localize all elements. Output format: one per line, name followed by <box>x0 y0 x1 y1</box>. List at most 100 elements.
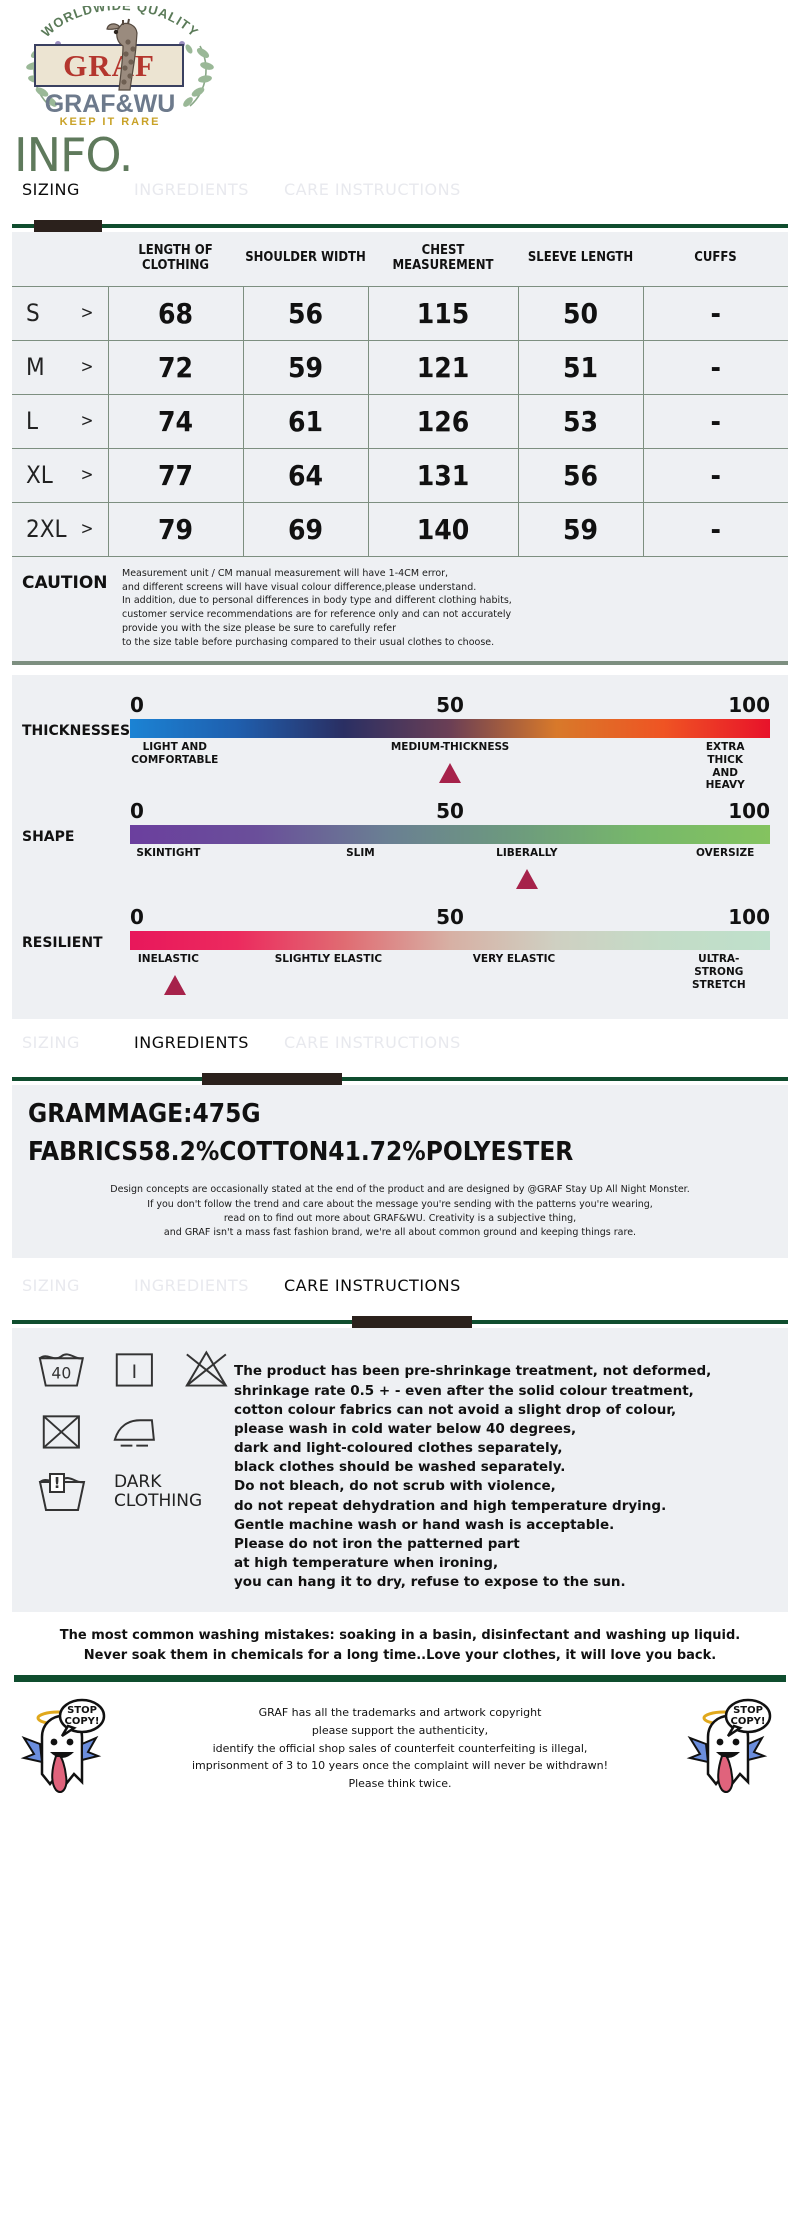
cell-size: L > <box>12 393 109 449</box>
cell-size: S > <box>12 285 109 341</box>
scale-value-marker[interactable] <box>515 869 538 890</box>
tab-ingredients[interactable]: INGREDIENTS <box>134 180 249 199</box>
scale-number-50: 50 <box>436 905 464 930</box>
tabs-sizing: SIZING INGREDIENTS CARE INSTRUCTIONS <box>0 180 800 220</box>
care-icon-row-2 <box>24 1406 234 1454</box>
cell-sleeve: 50 <box>517 285 644 341</box>
brand-logo: WORLDWIDE QUALITY <box>10 6 230 134</box>
cell-shoulder: 61 <box>242 393 369 449</box>
col-shoulder: SHOULDER WIDTH <box>243 232 368 287</box>
size-table: LENGTH OF CLOTHING SHOULDER WIDTH CHEST … <box>12 232 788 557</box>
caution-title: CAUTION <box>22 572 108 593</box>
warning-wash-icon: ! <box>38 1473 86 1512</box>
stop-copy-ghost-icon-right: STOP COPY! <box>686 1699 772 1794</box>
cell-cuffs: - <box>642 285 788 341</box>
rule-marker-ingredients <box>202 1073 342 1086</box>
cell-length: 68 <box>107 285 244 341</box>
tab-ingredients[interactable]: INGREDIENTS <box>134 1033 249 1053</box>
scale-shape: SHAPE 0 50 100 SKINTIGHT SLIM LIBERALLY OVERSIZ… <box>12 791 788 897</box>
scale-number-0: 0 <box>130 799 144 824</box>
care-icon-row-3: ! DARK CLOTHING <box>24 1468 234 1516</box>
scale-tick-label: VERY ELASTIC <box>472 953 556 966</box>
graf-wordmark: GRAF <box>63 48 155 83</box>
tab-sizing[interactable]: SIZING <box>22 180 80 199</box>
table-row: L > 74 61 126 53 - <box>12 393 788 449</box>
cell-shoulder: 56 <box>242 285 369 341</box>
cell-length: 79 <box>107 501 244 557</box>
scale-track[interactable] <box>130 719 770 739</box>
cell-sleeve: 53 <box>517 393 644 449</box>
table-row: XL > 77 64 131 56 - <box>12 447 788 503</box>
col-chest: CHEST MEASUREMENT <box>368 232 518 287</box>
cell-size: XL > <box>12 447 109 503</box>
cell-shoulder: 69 <box>242 501 369 557</box>
size-table-panel: LENGTH OF CLOTHING SHOULDER WIDTH CHEST … <box>12 232 788 557</box>
no-bleach-icon <box>185 1350 228 1388</box>
scale-number-100: 100 <box>728 693 770 718</box>
icon-spacer <box>179 1406 234 1454</box>
svg-text:!: ! <box>54 1474 61 1492</box>
svg-text:COPY!: COPY! <box>65 1716 100 1727</box>
size-label: XL <box>26 461 53 490</box>
table-row: 2XL > 79 69 140 59 - <box>12 501 788 557</box>
fabrics-line: FABRICS58.2%COTTON41.72%POLYESTER <box>28 1137 574 1168</box>
table-row: S > 68 56 115 50 - <box>12 285 788 341</box>
cell-chest: 140 <box>367 501 519 557</box>
tab-care-instructions[interactable]: CARE INSTRUCTIONS <box>284 1276 461 1296</box>
scale-number-100: 100 <box>728 799 770 824</box>
scale-value-marker[interactable] <box>163 975 186 996</box>
col-cuffs: CUFFS <box>643 232 788 287</box>
cell-sleeve: 51 <box>517 339 644 395</box>
rule-line <box>12 224 788 228</box>
ingredients-note: Design concepts are occasionally stated … <box>110 1184 690 1239</box>
wash-40-icon: 40 <box>38 1353 85 1388</box>
scale-tick-label: EXTRA THICK AND HEAVY <box>705 741 745 792</box>
tab-sizing[interactable]: SIZING <box>22 1033 80 1053</box>
scale-resilient: RESILIENT 0 50 100 INELASTIC SLIGHTLY ELASTIC… <box>12 897 788 1003</box>
product-info-page: WORLDWIDE QUALITY <box>0 0 800 1814</box>
tab-ingredients[interactable]: INGREDIENTS <box>134 1276 249 1296</box>
section-rule-ingredients <box>12 1073 788 1086</box>
size-table-header-row: LENGTH OF CLOTHING SHOULDER WIDTH CHEST … <box>12 232 788 287</box>
size-arrow: > <box>80 303 94 324</box>
page-header: WORLDWIDE QUALITY <box>0 0 800 182</box>
ingredients-panel: GRAMMAGE:475G FABRICS58.2%COTTON41.72%PO… <box>12 1085 788 1259</box>
size-arrow: > <box>80 411 94 432</box>
scale-label: SHAPE <box>22 829 75 846</box>
cell-shoulder: 59 <box>242 339 369 395</box>
cell-chest: 121 <box>367 339 519 395</box>
care-symbol-grid: 40 I <box>24 1344 234 1592</box>
rule-line <box>12 1077 788 1082</box>
cell-cuffs: - <box>642 339 788 395</box>
tab-care-instructions[interactable]: CARE INSTRUCTIONS <box>284 180 461 199</box>
scale-tick-label: SKINTIGHT <box>136 847 201 860</box>
copyright-footer: STOP COPY! STOP COPY! GRAF has all the t… <box>0 1682 800 1814</box>
scale-overlay: 0 50 100 LIGHT AND COMFORTABLE MEDIUM-THICKN… <box>130 685 770 791</box>
scale-label: THICKNESSES <box>22 723 131 740</box>
scale-track[interactable] <box>130 825 770 845</box>
grammage-line: GRAMMAGE:475G <box>28 1099 261 1130</box>
table-row: M > 72 59 121 51 - <box>12 339 788 395</box>
scale-value-marker[interactable] <box>439 763 461 784</box>
cell-chest: 131 <box>367 447 519 503</box>
rule-marker-care <box>352 1316 472 1329</box>
washing-mistakes-note: The most common washing mistakes: soakin… <box>59 1628 741 1663</box>
scale-tick-label: INELASTIC <box>137 953 199 966</box>
size-label: 2XL <box>26 515 67 544</box>
brand-tagline: KEEP IT RARE <box>59 116 161 128</box>
fabric-property-scales: THICKNESSES 0 50 100 LIGHT AND COMFORTABLE ME… <box>12 675 788 1020</box>
scale-track[interactable] <box>130 931 770 951</box>
svg-text:COPY!: COPY! <box>731 1716 766 1727</box>
cell-size: M > <box>12 339 109 395</box>
scale-overlay: 0 50 100 INELASTIC SLIGHTLY ELASTIC VERY ELAS… <box>130 897 770 1003</box>
scale-number-0: 0 <box>130 905 144 930</box>
size-table-head: LENGTH OF CLOTHING SHOULDER WIDTH CHEST … <box>12 232 788 287</box>
scale-tick-label: OVERSIZE <box>696 847 755 860</box>
tab-care-instructions[interactable]: CARE INSTRUCTIONS <box>284 1033 461 1053</box>
stop-copy-ghost-icon-left: STOP COPY! <box>20 1699 106 1794</box>
cell-shoulder: 64 <box>242 447 369 503</box>
care-panel: 40 I <box>12 1328 788 1613</box>
scale-overlay: 0 50 100 SKINTIGHT SLIM LIBERALLY OVERSIZE <box>130 791 770 897</box>
cell-sleeve: 56 <box>517 447 644 503</box>
tab-sizing[interactable]: SIZING <box>22 1276 80 1296</box>
